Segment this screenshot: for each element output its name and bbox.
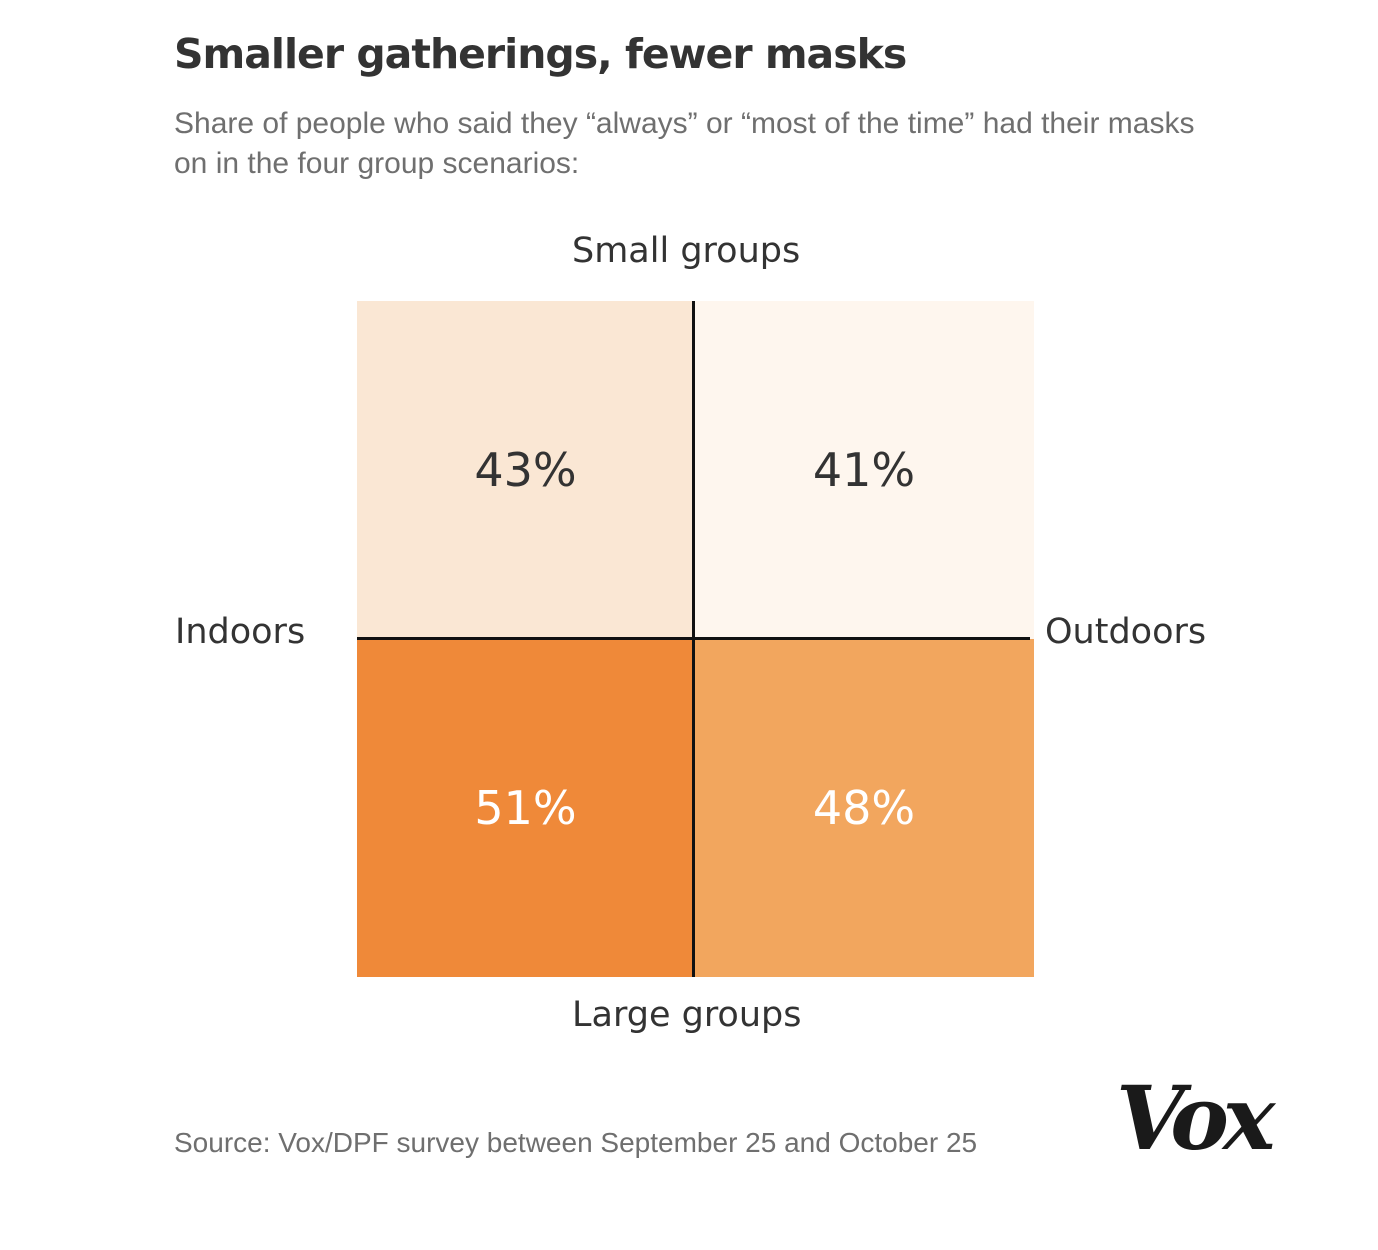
cell-small-outdoors: 41% [694,301,1034,639]
axis-label-indoors: Indoors [175,612,306,652]
quadrant-grid: 43% 41% 51% 48% [357,301,1034,977]
axis-label-large-groups: Large groups [572,995,802,1035]
horizontal-divider [357,637,1030,640]
source-note: Source: Vox/DPF survey between September… [174,1127,978,1158]
cell-large-indoors: 51% [357,639,694,977]
chart-title: Smaller gatherings, fewer masks [174,30,907,78]
cell-large-outdoors: 48% [694,639,1034,977]
chart-subtitle: Share of people who said they “always” o… [174,107,1195,180]
cell-value-large-outdoors: 48% [812,781,916,835]
cell-small-indoors: 43% [357,301,694,639]
cell-value-small-indoors: 43% [474,443,577,497]
axis-label-small-groups: Small groups [572,231,801,271]
cell-value-large-indoors: 51% [474,781,577,835]
cell-value-small-outdoors: 41% [812,443,916,497]
axis-label-outdoors: Outdoors [1045,612,1207,652]
vox-logo: Vox [1116,1066,1275,1170]
